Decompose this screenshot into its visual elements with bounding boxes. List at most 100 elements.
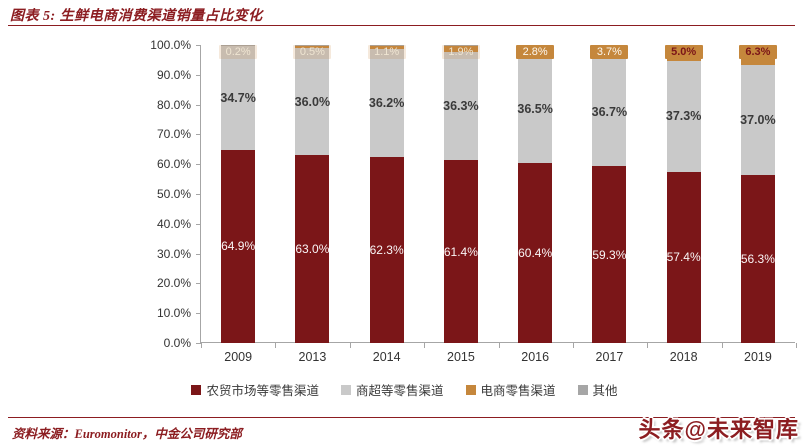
legend-label: 电商零售渠道: [480, 384, 556, 398]
y-axis-tick-mark: [196, 283, 201, 285]
stacked-bar: 0.5% 36.0% 63.0%: [293, 45, 332, 343]
y-axis-tick-label: 0.0%: [163, 336, 191, 350]
segment-农贸市场等零售渠道: [740, 175, 775, 343]
y-axis-tick-label: 10.0%: [156, 306, 191, 321]
segment-其他: [443, 45, 478, 47]
x-axis-tick-mark: [275, 343, 277, 348]
segment-电商零售渠道: [592, 45, 627, 57]
title-divider-line: [8, 25, 795, 26]
y-axis-tick-mark: [196, 104, 201, 106]
legend-item-电商零售渠道: 电商零售渠道: [465, 380, 556, 399]
x-axis-label-2013: 2013: [298, 350, 327, 364]
y-axis-tick-label: 80.0%: [156, 97, 191, 112]
y-axis-tick-mark: [196, 253, 201, 255]
x-axis-label-2017: 2017: [595, 350, 624, 364]
y-axis-tick-label: 60.0%: [156, 157, 191, 172]
segment-电商零售渠道: [518, 45, 553, 55]
segment-商超等零售渠道: [295, 47, 330, 156]
segment-电商零售渠道: [666, 45, 701, 61]
stacked-bar: 0.2% 34.7% 64.9%: [219, 45, 258, 343]
y-axis-tick-mark: [196, 343, 201, 344]
legend-label: 其他: [592, 384, 618, 398]
legend-label: 商超等零售渠道: [355, 384, 444, 398]
bar-column-2015: 1.9% 36.3% 61.4% 2015: [424, 45, 498, 364]
segment-农贸市场等零售渠道: [518, 163, 553, 343]
legend-item-农贸市场等零售渠道: 农贸市场等零售渠道: [191, 380, 319, 399]
y-axis-tick-label: 30.0%: [156, 246, 191, 261]
stacked-bar: 1.9% 36.3% 61.4%: [441, 45, 480, 343]
y-axis-tick-mark: [196, 45, 201, 46]
y-axis-tick-mark: [196, 134, 201, 136]
segment-商超等零售渠道: [666, 60, 701, 172]
x-axis-tick-mark: [647, 343, 649, 348]
bar-column-2017: 3.7% 36.7% 59.3% 2017: [572, 45, 646, 364]
bar-column-2014: 1.1% 36.2% 62.3% 2014: [350, 45, 424, 364]
legend-item-商超等零售渠道: 商超等零售渠道: [340, 380, 444, 399]
legend-swatch-icon: [577, 384, 588, 395]
segment-农贸市场等零售渠道: [369, 157, 404, 343]
y-axis-tick-mark: [196, 164, 201, 166]
x-axis-label-2015: 2015: [447, 350, 475, 364]
bar-column-2019: 6.3% 37.0% 56.3% 2019: [721, 45, 795, 364]
segment-其他: [295, 45, 330, 47]
bar-column-2016: 2.8% 36.5% 60.4% 2016: [498, 45, 572, 364]
x-axis-tick-mark: [349, 343, 351, 348]
segment-电商零售渠道: [443, 46, 478, 52]
bar-column-2018: 5.0% 37.3% 57.4% 2018: [647, 45, 721, 364]
segment-其他: [221, 45, 256, 46]
stacked-bar: 2.8% 36.5% 60.4%: [516, 45, 555, 343]
segment-电商零售渠道: [369, 46, 404, 50]
segment-商超等零售渠道: [740, 64, 775, 176]
x-axis-label-2016: 2016: [521, 350, 550, 364]
segment-农贸市场等零售渠道: [295, 155, 330, 343]
source-attribution: 资料来源：Euromonitor，中金公司研究部: [12, 427, 242, 441]
footer-divider-line: [8, 417, 795, 418]
segment-农贸市场等零售渠道: [443, 160, 478, 343]
segment-商超等零售渠道: [518, 54, 553, 163]
segment-电商零售渠道: [295, 46, 330, 48]
legend-swatch-icon: [465, 384, 476, 395]
y-axis-tick-label: 50.0%: [156, 187, 191, 201]
segment-电商零售渠道: [740, 46, 775, 65]
y-axis-tick-mark: [196, 74, 201, 76]
stacked-bar: 6.3% 37.0% 56.3%: [738, 45, 777, 343]
segment-商超等零售渠道: [443, 51, 478, 161]
legend-swatch-icon: [191, 384, 202, 395]
y-axis-tick-label: 100.0%: [150, 38, 191, 52]
legend-swatch-icon: [340, 384, 351, 395]
segment-农贸市场等零售渠道: [592, 166, 627, 343]
legend-label: 农贸市场等零售渠道: [206, 384, 319, 398]
x-axis-tick-mark: [721, 343, 723, 348]
segment-农贸市场等零售渠道: [221, 149, 256, 343]
chart-legend: 农贸市场等零售渠道 商超等零售渠道 电商零售渠道 其他: [0, 380, 809, 399]
legend-item-其他: 其他: [577, 380, 618, 399]
segment-农贸市场等零售渠道: [666, 171, 701, 343]
y-axis-tick-label: 20.0%: [156, 276, 191, 291]
x-axis-label-2014: 2014: [372, 350, 401, 364]
segment-商超等零售渠道: [592, 56, 627, 167]
y-axis-tick-mark: [196, 194, 201, 195]
x-axis-tick-mark: [796, 343, 797, 348]
segment-电商零售渠道: [221, 45, 256, 47]
stacked-bar: 1.1% 36.2% 62.3%: [367, 45, 406, 343]
x-axis-label-2018: 2018: [669, 350, 698, 364]
bar-column-2013: 0.5% 36.0% 63.0% 2013: [275, 45, 349, 364]
x-axis-tick-mark: [201, 343, 202, 348]
stacked-bar: 5.0% 37.3% 57.4%: [664, 45, 703, 343]
y-axis-tick-label: 90.0%: [156, 67, 191, 82]
toutiao-watermark: 头条@未来智库: [638, 417, 799, 442]
y-axis-tick-label: 70.0%: [156, 127, 191, 142]
y-axis-tick-mark: [196, 223, 201, 225]
segment-商超等零售渠道: [369, 49, 404, 158]
segment-其他: [369, 45, 404, 47]
segment-商超等零售渠道: [221, 46, 256, 150]
x-axis-tick-mark: [498, 343, 500, 348]
figure-title: 图表 5: 生鲜电商消费渠道销量占比变化: [10, 9, 263, 24]
x-axis-tick-mark: [424, 343, 426, 348]
bar-column-2009: 0.2% 34.7% 64.9% 2009: [201, 45, 275, 364]
y-axis-tick-label: 40.0%: [156, 216, 191, 231]
x-axis-tick-mark: [572, 343, 574, 348]
stacked-bar: 3.7% 36.7% 59.3%: [590, 45, 629, 343]
stacked-bar-plot-area: 100.0% 90.0% 80.0% 70.0% 60.0% 50.0% 40.0% 30.0…: [150, 38, 797, 364]
